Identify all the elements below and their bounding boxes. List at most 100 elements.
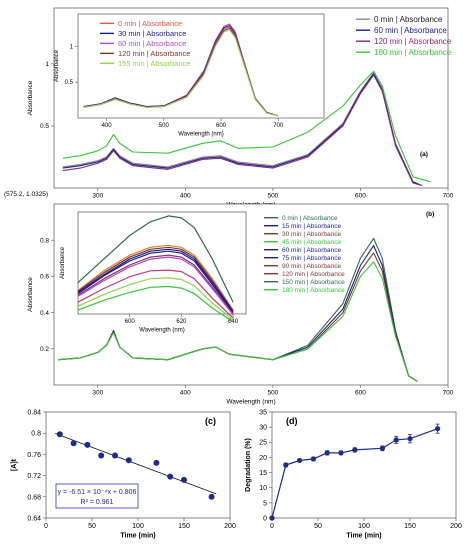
d-y-tick-label: 30 xyxy=(259,425,267,432)
b-inset-series-line xyxy=(77,269,234,319)
a-x-tick-label: 600 xyxy=(355,193,366,200)
b-y-axis-title: Absorbance xyxy=(27,277,34,312)
a-inset-x-axis-title: Wavelength (nm) xyxy=(178,132,223,138)
a-inset-y-axis-title: Absorbance xyxy=(54,49,60,82)
a-inset-x-tick-label: 500 xyxy=(159,123,170,129)
b-inset-x-axis-title: Wavelength (nm) xyxy=(139,328,184,334)
d-y-tick-label: 35 xyxy=(259,409,267,416)
c-data-point xyxy=(167,473,174,480)
a-series-line xyxy=(62,73,422,187)
b-y-tick-label: 0.6 xyxy=(40,274,49,281)
a-series-line xyxy=(62,72,422,187)
c-data-point xyxy=(153,459,160,466)
b-legend-entry: 60 min | Absorbance xyxy=(282,247,342,254)
d-data-point xyxy=(269,515,275,521)
d-data-point xyxy=(352,447,358,453)
b-x-tick-label: 600 xyxy=(355,390,366,397)
d-x-axis-title: Time (min) xyxy=(346,533,381,540)
a-inset-plot-frame xyxy=(77,13,325,119)
c-x-axis-title: Time (min) xyxy=(120,533,155,540)
d-data-point xyxy=(283,462,289,468)
b-inset-series-line xyxy=(77,285,234,323)
c-fit-r2: R² = 0.961 xyxy=(81,499,114,506)
b-inset-series-line xyxy=(77,215,234,303)
d-y-tick-label: 5 xyxy=(263,500,267,507)
b-legend-entry: 45 min | Absorbance xyxy=(282,239,342,246)
d-y-axis-title: Degradation (%) xyxy=(245,438,252,492)
b-inset-series-line xyxy=(77,248,234,313)
a-inset-x-tick-label: 600 xyxy=(216,123,227,129)
d-data-point xyxy=(297,457,303,464)
c-data-point xyxy=(70,440,77,447)
b-legend-entry: 30 min | Absorbance xyxy=(282,231,342,238)
b-x-tick-label: 400 xyxy=(180,390,191,397)
d-x-tick-label: 50 xyxy=(314,523,322,530)
b-inset-series-line xyxy=(77,246,234,312)
d-data-point xyxy=(435,426,441,432)
d-data-point xyxy=(324,450,330,456)
c-data-point xyxy=(84,441,91,448)
b-y-tick-label: 0.4 xyxy=(40,310,49,317)
b-legend-entry: 120 min | Absorbance xyxy=(282,271,345,278)
b-x-tick-label: 300 xyxy=(92,390,103,397)
d-y-tick-label: 20 xyxy=(259,455,267,462)
c-data-point xyxy=(98,452,105,459)
b-inset-x-tick-label: 640 xyxy=(228,319,239,325)
a-legend-entry: 180 min | Absorbance xyxy=(374,48,452,57)
a-y-tick-label: 0.5 xyxy=(40,123,49,130)
b-inset-x-tick-label: 600 xyxy=(125,319,136,325)
a-inset-legend-entry: 120 min | Absorbance xyxy=(118,49,190,58)
a-legend-entry: 60 min | Absorbance xyxy=(374,26,447,35)
a-y-tick-label: 1 xyxy=(45,61,49,68)
a-series-line xyxy=(62,74,422,187)
a-inset-x-tick-label: 400 xyxy=(102,123,113,129)
d-data-point xyxy=(407,436,413,442)
d-y-tick-label: 0 xyxy=(263,515,267,522)
a-x-tick-label: 400 xyxy=(180,193,191,200)
a-inset-x-tick-label: 700 xyxy=(273,123,284,129)
b-legend-entry: 0 min | Absorbance xyxy=(282,215,338,222)
b-x-tick-label: 700 xyxy=(443,390,454,397)
c-data-point xyxy=(112,452,118,459)
d-data-point xyxy=(338,450,344,456)
a-x-tick-label: 500 xyxy=(267,193,278,200)
c-x-tick-label: 100 xyxy=(132,523,144,530)
b-inset-plot-frame xyxy=(77,211,247,315)
d-x-tick-label: 0 xyxy=(270,523,274,530)
a-inset-legend-entry: 60 min | Absorbance xyxy=(118,39,186,48)
a-inset-legend-entry: 30 min | Absorbance xyxy=(118,29,186,38)
c-y-tick-label: 0.8 xyxy=(31,431,41,438)
c-y-tick-label: 0.64 xyxy=(27,515,41,522)
b-x-tick-label: 500 xyxy=(267,390,278,397)
c-x-tick-label: 0 xyxy=(44,523,48,530)
a-legend-entry: 0 min | Absorbance xyxy=(374,15,443,24)
b-x-axis-title: Wavelength (nm) xyxy=(226,399,275,406)
c-x-tick-label: 200 xyxy=(224,523,236,530)
b-inset-series-line xyxy=(77,250,234,314)
b-legend-entry: 180 min | Absorbance xyxy=(282,287,345,294)
b-legend-entry: 150 min | Absorbance xyxy=(282,279,345,286)
a-x-tick-label: 300 xyxy=(92,193,103,200)
a-inset-legend-entry: 155 min | Absorbance xyxy=(118,59,190,68)
b-series-line xyxy=(58,261,418,382)
d-panel-label: (d) xyxy=(286,416,298,426)
d-x-tick-label: 150 xyxy=(404,523,416,530)
c-fit-line xyxy=(55,433,217,495)
b-inset-y-axis-title: Absorbance xyxy=(60,246,66,279)
b-legend-entry: 90 min | Absorbance xyxy=(282,263,342,270)
c-x-tick-label: 150 xyxy=(178,523,190,530)
b-y-tick-label: 0.2 xyxy=(40,346,49,353)
c-fit-equation: y = -6.51 × 10⁻⁴x + 0.806 xyxy=(58,489,137,496)
b-point-annotation: (575.2, 1.0325) xyxy=(4,191,48,198)
c-data-point xyxy=(56,431,63,438)
b-inset-series-line xyxy=(77,256,234,316)
d-y-tick-label: 25 xyxy=(259,440,267,447)
b-inset-series-line xyxy=(77,244,234,311)
d-data-point xyxy=(310,456,316,462)
c-x-tick-label: 50 xyxy=(88,523,96,530)
b-legend-entry: 15 min | Absorbance xyxy=(282,223,342,230)
b-inset-x-tick-label: 620 xyxy=(176,319,187,325)
a-legend-entry: 120 min | Absorbance xyxy=(374,37,452,46)
a-inset-y-tick-label: 0.5 xyxy=(65,80,74,86)
d-y-tick-label: 10 xyxy=(259,485,267,492)
